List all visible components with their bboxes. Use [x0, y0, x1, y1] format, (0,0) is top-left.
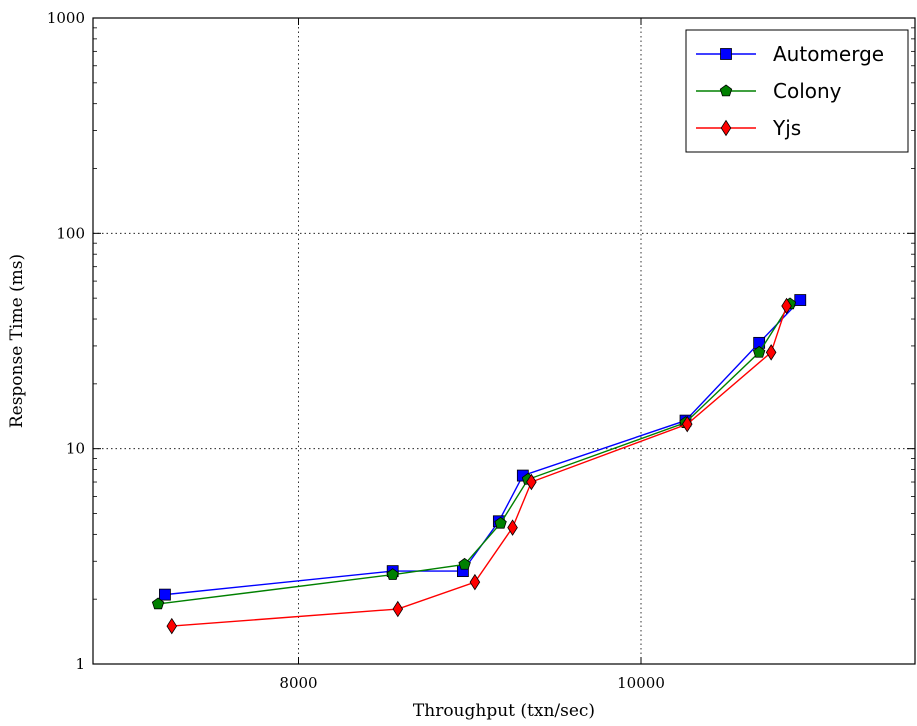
legend-marker-yjs — [720, 119, 732, 137]
grid-lines — [93, 18, 915, 664]
axis-ticks: 8000 10000 1 10 100 1000 — [47, 9, 915, 692]
legend-marker-colony — [719, 84, 733, 97]
series-line-automerge — [164, 299, 801, 596]
legend-label-yjs: Yjs — [772, 116, 801, 140]
y-tick-label: 1 — [75, 655, 85, 673]
data-point-colony — [151, 597, 165, 610]
legend-marker-automerge — [720, 48, 732, 60]
data-point-colony — [494, 516, 507, 529]
y-tick-label: 1000 — [47, 9, 85, 27]
data-point-yjs — [166, 617, 178, 635]
y-axis-title: Response Time (ms) — [7, 254, 27, 428]
data-point-yjs — [507, 519, 518, 536]
data-point-yjs — [392, 600, 404, 618]
series-layer — [151, 294, 807, 635]
series-line-colony — [157, 303, 791, 605]
series-yjs — [166, 297, 792, 635]
series-line-yjs — [171, 305, 788, 627]
x-axis-title: Throughput (txn/sec) — [413, 701, 595, 721]
data-point-yjs — [469, 573, 481, 591]
y-tick-label: 10 — [66, 440, 85, 458]
legend-label-colony: Colony — [773, 79, 842, 103]
data-point-yjs — [765, 344, 777, 361]
data-point-automerge — [159, 588, 171, 601]
data-point-colony — [458, 557, 471, 570]
data-point-automerge — [794, 294, 807, 306]
data-point-colony — [386, 568, 399, 580]
data-point-yjs — [681, 415, 693, 433]
plot-frame — [92, 17, 916, 665]
legend-label-automerge: Automerge — [773, 42, 884, 66]
data-point-yjs — [781, 297, 792, 315]
y-tick-label: 100 — [56, 224, 85, 242]
data-point-yjs — [526, 473, 537, 491]
x-tick-label: 10000 — [617, 674, 665, 692]
data-point-colony — [752, 345, 766, 358]
legend: Automerge Colony Yjs — [685, 29, 909, 153]
x-tick-label: 8000 — [279, 674, 317, 692]
